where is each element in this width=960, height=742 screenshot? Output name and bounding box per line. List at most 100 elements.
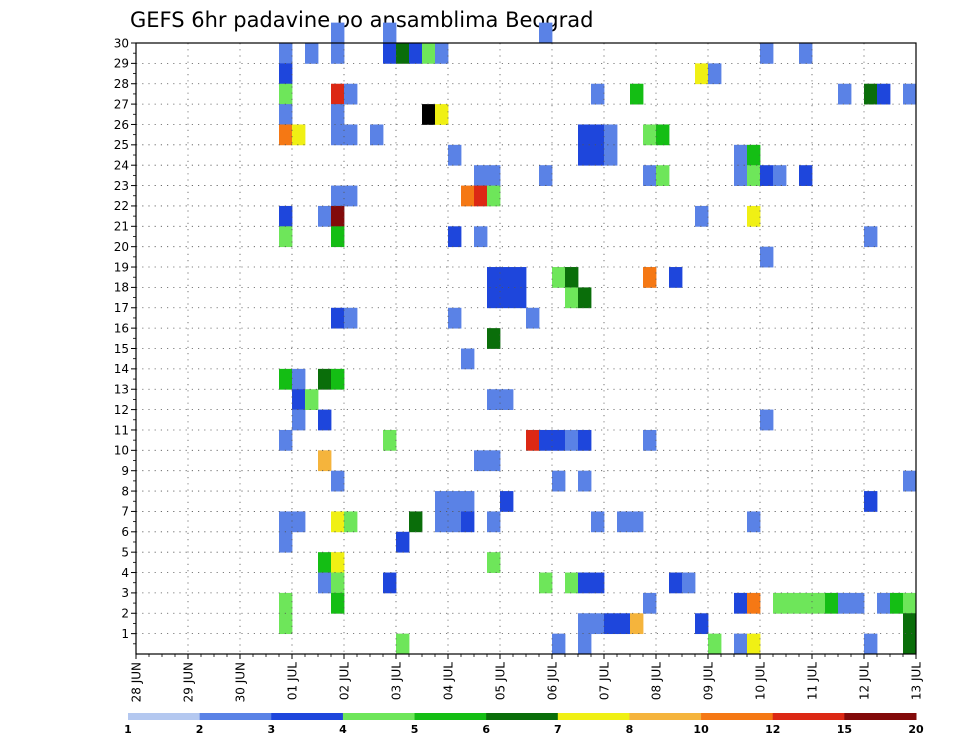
y-tick-label: 16 xyxy=(114,321,129,335)
heatmap-cell xyxy=(435,43,449,64)
heatmap-cell xyxy=(383,43,397,64)
heatmap-cell xyxy=(279,226,293,248)
heatmap-cell xyxy=(435,104,449,125)
x-tick-label: 09 JUL xyxy=(702,662,716,700)
x-tick-label: 11 JUL xyxy=(806,662,820,700)
heatmap-cell xyxy=(617,511,631,533)
y-tick-label: 18 xyxy=(114,281,129,295)
heatmap-cell xyxy=(331,43,345,64)
heatmap-cell xyxy=(565,287,579,309)
heatmap-cell xyxy=(851,592,865,614)
heatmap-cell xyxy=(305,43,319,64)
heatmap-cell xyxy=(643,592,657,614)
y-axis: 1234567891011121314151617181920212223242… xyxy=(114,36,136,645)
heatmap-cell xyxy=(279,83,293,105)
heatmap-cell xyxy=(409,511,423,533)
x-axis: 28 JUN 29 JUN 30 JUN 01 JUL 02 JUL 03 JUL 04 J… xyxy=(130,654,924,702)
heatmap-cell xyxy=(331,552,345,573)
heatmap-cell xyxy=(695,63,709,85)
heatmap-cell xyxy=(448,511,462,533)
heatmap-cell xyxy=(552,429,566,451)
heatmap-cell xyxy=(318,572,332,594)
legend-swatch xyxy=(342,713,416,720)
heatmap-cell xyxy=(305,389,319,410)
heatmap-cell xyxy=(708,633,722,655)
heatmap-cell xyxy=(643,165,657,186)
legend-swatch xyxy=(486,713,559,720)
heatmap-cell xyxy=(760,409,774,431)
heatmap-cell xyxy=(578,572,592,594)
heatmap-cell xyxy=(695,205,709,227)
heatmap-cell xyxy=(825,592,839,614)
heatmap-cell xyxy=(279,205,293,227)
heatmap-cell xyxy=(474,226,488,248)
heatmap-cell xyxy=(526,307,540,329)
gridlines xyxy=(136,43,916,654)
y-tick-label: 11 xyxy=(114,423,129,437)
x-tick-label: 07 JUL xyxy=(598,662,612,700)
heatmap-cell xyxy=(734,165,748,186)
legend-swatch xyxy=(557,713,630,720)
y-tick-label: 2 xyxy=(121,607,129,621)
heatmap-cell xyxy=(435,511,449,533)
heatmap-cell xyxy=(877,592,891,614)
heatmap-cell xyxy=(747,511,761,533)
heatmap-cell xyxy=(500,287,514,309)
legend-label: 7 xyxy=(554,723,562,736)
y-tick-label: 25 xyxy=(114,138,129,152)
heatmap-cell xyxy=(292,409,306,431)
heatmap-cell xyxy=(500,267,514,288)
chart-title: GEFS 6hr padavine po ansamblima Beograd xyxy=(130,8,593,32)
heatmap-cell xyxy=(448,226,462,248)
y-tick-label: 20 xyxy=(114,240,129,254)
heatmap-cell xyxy=(643,267,657,288)
heatmap-cell xyxy=(903,613,917,635)
heatmap-cell xyxy=(331,511,345,533)
heatmap-cell xyxy=(396,633,410,655)
heatmap-cell xyxy=(318,368,332,390)
heatmap-cell xyxy=(578,144,592,166)
heatmap-cell xyxy=(760,246,774,268)
heatmap-cell xyxy=(331,83,345,105)
heatmap-cell xyxy=(461,491,475,512)
heatmap-cell xyxy=(318,409,332,431)
heatmap-cell xyxy=(591,613,605,635)
heatmap-cell xyxy=(461,348,475,370)
heatmap-cell xyxy=(422,43,436,64)
heatmap-cell xyxy=(292,511,306,533)
heatmap-cell xyxy=(578,287,592,309)
legend-label: 4 xyxy=(339,723,347,736)
y-tick-label: 10 xyxy=(114,444,129,458)
heatmap-cell xyxy=(513,267,527,288)
x-tick-label: 08 JUL xyxy=(650,662,664,700)
heatmap-cell xyxy=(552,267,566,288)
heatmap-cell xyxy=(279,531,293,553)
legend-label: 3 xyxy=(267,723,275,736)
x-tick-label: 13 JUL xyxy=(910,662,924,700)
heatmap-cell xyxy=(643,429,657,451)
heatmap-cell xyxy=(591,144,605,166)
heatmap-cell xyxy=(448,144,462,166)
heatmap-cell xyxy=(903,470,917,492)
legend-label: 1 xyxy=(124,723,132,736)
heatmap-cell xyxy=(331,205,345,227)
heatmap-cell xyxy=(864,83,878,105)
heatmap-cell xyxy=(487,165,501,186)
heatmap-cell xyxy=(474,450,488,472)
heatmap-cell xyxy=(578,633,592,655)
heatmap-cell xyxy=(279,43,293,64)
heatmap-cell xyxy=(565,267,579,288)
heatmap-cell xyxy=(279,511,293,533)
heatmap-cell xyxy=(448,307,462,329)
heatmap-cell xyxy=(760,165,774,186)
heatmap-cell xyxy=(552,633,566,655)
heatmap-cell xyxy=(539,22,553,44)
legend-swatch xyxy=(629,713,702,720)
heatmap-cell xyxy=(487,389,501,410)
heatmap-cell xyxy=(604,124,618,146)
legend-swatch xyxy=(844,713,917,720)
y-tick-label: 27 xyxy=(114,97,129,111)
heatmap-cell xyxy=(331,572,345,594)
heatmap-cell xyxy=(630,83,644,105)
